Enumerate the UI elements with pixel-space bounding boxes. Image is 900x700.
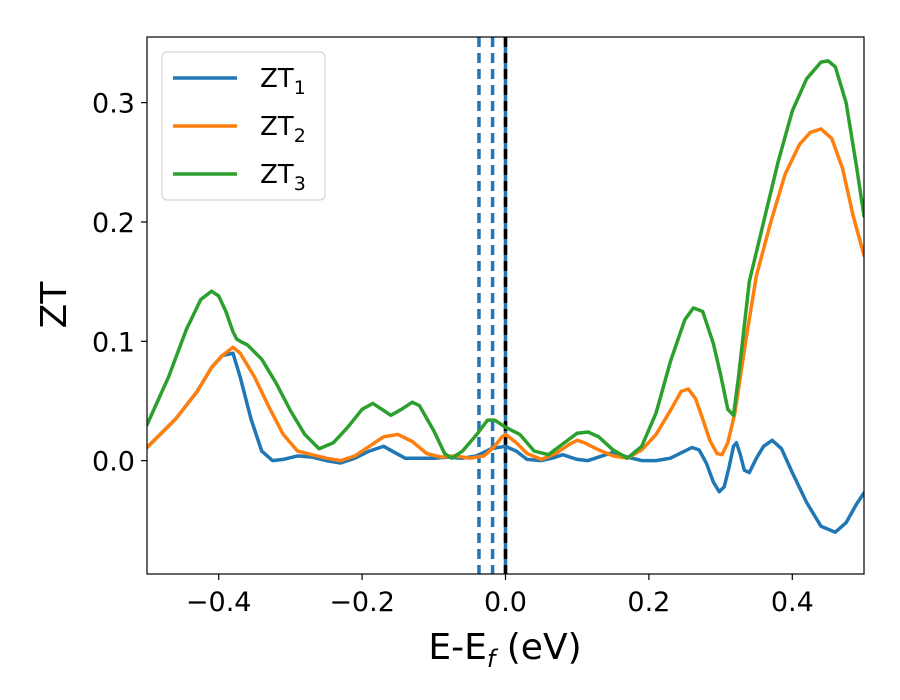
legend-label-subscript: 3: [294, 173, 306, 195]
x-tick-label: −0.2: [329, 587, 395, 618]
x-axis-label-main: E-E: [428, 627, 486, 668]
y-tick-label: 0.0: [92, 447, 135, 478]
legend-label: ZT1: [260, 64, 306, 99]
reference-lines: [477, 37, 508, 574]
legend-label-base: ZT: [260, 112, 294, 142]
legend-label: ZT3: [260, 160, 306, 195]
legend-label-subscript: 2: [294, 125, 306, 147]
y-axis: 0.0 0.1 0.2 0.3: [92, 89, 147, 478]
x-axis-label-tail: (eV): [495, 627, 581, 668]
series-line-zt3: [147, 59, 864, 460]
legend-label-base: ZT: [260, 160, 294, 190]
y-tick-label: 0.3: [92, 89, 135, 120]
legend-label-subscript: 1: [294, 77, 306, 99]
series-layer: [147, 59, 864, 534]
legend-label-base: ZT: [260, 64, 294, 94]
x-tick-label: 0.2: [627, 587, 670, 618]
x-tick-label: 0.4: [771, 587, 814, 618]
legend-box: [161, 51, 326, 201]
x-tick-label: −0.4: [186, 587, 252, 618]
y-tick-label: 0.2: [92, 208, 135, 239]
y-tick-label: 0.1: [92, 327, 135, 358]
x-axis-label: E-Ef (eV): [428, 627, 581, 673]
x-tick-label: 0.0: [484, 587, 527, 618]
series-line-zt2: [147, 127, 864, 463]
legend-label: ZT2: [260, 112, 306, 147]
x-axis: −0.4 −0.2 0.0 0.2 0.4: [186, 574, 814, 618]
series-line-zt1: [147, 351, 864, 534]
y-axis-label: ZT: [34, 281, 75, 329]
